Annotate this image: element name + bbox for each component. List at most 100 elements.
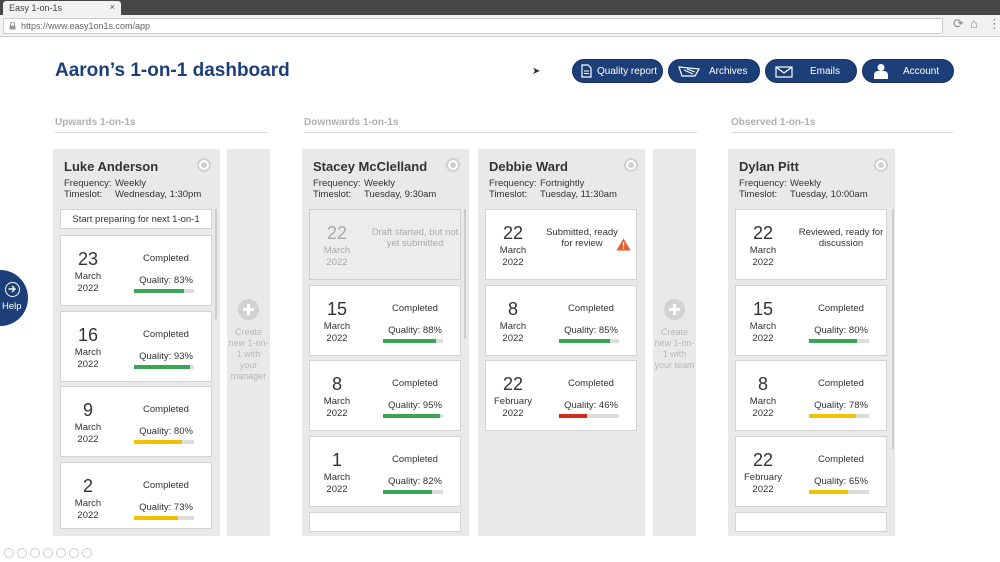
start-preparing-button[interactable]: Start preparing for next 1-on-1 xyxy=(60,209,212,229)
date-month: March xyxy=(323,321,351,332)
address-bar: https://www.easy1on1s.com/app ⟳ ⌂ ⋮ xyxy=(0,15,1000,37)
tool-icon[interactable] xyxy=(17,548,27,558)
tool-icon[interactable] xyxy=(43,548,53,558)
create-manager-label: Create new 1-on-1 with your manager xyxy=(228,327,269,381)
quality-bar xyxy=(809,414,869,418)
meeting-card[interactable]: 8 March 2022 Completed Quality: 85% xyxy=(485,285,637,356)
quality-bar xyxy=(134,516,194,520)
quality-bar-fill xyxy=(559,414,587,418)
date-year: 2022 xyxy=(326,484,348,495)
quality-label: Quality: 46% xyxy=(564,400,618,411)
timeslot-value: Tuesday, 11:30am xyxy=(540,189,617,200)
quality-bar-fill xyxy=(134,365,190,369)
date-year: 2022 xyxy=(326,257,348,268)
account-button[interactable]: Account xyxy=(862,59,954,83)
quality-report-button[interactable]: Quality report xyxy=(572,59,663,83)
date-month: March xyxy=(323,472,351,483)
date-month: March xyxy=(323,396,351,407)
tool-icon[interactable] xyxy=(4,548,14,558)
create-manager-1on1-button[interactable]: Create new 1-on-1 with your manager xyxy=(227,149,270,536)
settings-gear-icon[interactable] xyxy=(197,158,211,172)
date-month: March xyxy=(499,321,527,332)
meeting-card[interactable]: 15 March 2022 Completed Quality: 88% xyxy=(309,285,461,356)
quality-bar xyxy=(383,490,443,494)
quality-label: Quality: 85% xyxy=(564,325,618,336)
downwards-section-label: Downwards 1-on-1s xyxy=(304,117,399,128)
quality-label: Quality: 93% xyxy=(139,351,193,362)
create-team-1on1-button[interactable]: Create new 1-on-1 with your team xyxy=(653,149,696,536)
tool-icon[interactable] xyxy=(69,548,79,558)
menu-icon[interactable]: ⋮ xyxy=(988,16,1000,31)
archive-icon xyxy=(678,66,700,77)
status-text: Completed xyxy=(143,480,189,491)
meeting-card[interactable] xyxy=(309,512,461,532)
date-year: 2022 xyxy=(77,359,99,370)
quality-bar xyxy=(134,289,194,293)
meeting-card[interactable]: 23 March 2022 Completed Quality: 83% xyxy=(60,235,212,306)
date-day: 22 xyxy=(752,450,774,470)
scrollbar[interactable] xyxy=(892,209,894,449)
settings-gear-icon[interactable] xyxy=(874,158,888,172)
meeting-card[interactable]: 16 March 2022 Completed Quality: 93% xyxy=(60,311,212,382)
observed-section-label: Observed 1-on-1s xyxy=(731,117,816,128)
status-text: Submitted, ready for review xyxy=(546,227,618,249)
reload-icon[interactable]: ⟳ xyxy=(953,16,964,31)
date-day: 1 xyxy=(331,450,342,470)
tool-icon[interactable] xyxy=(30,548,40,558)
timeslot-label: Timeslot: xyxy=(64,189,103,200)
report-name: Stacey McClelland xyxy=(313,159,428,174)
emails-label: Emails xyxy=(810,66,841,77)
quality-bar-fill xyxy=(383,414,440,418)
timeslot-value: Wednesday, 1:30pm xyxy=(115,189,202,200)
frequency-value: Weekly xyxy=(364,178,395,189)
report-column-dylan-pitt: Dylan Pitt Frequency: Weekly Timeslot: Tue… xyxy=(728,149,895,536)
close-tab-icon[interactable]: × xyxy=(109,2,115,12)
settings-gear-icon[interactable] xyxy=(446,158,460,172)
meeting-card[interactable]: 22 February 2022 Completed Quality: 46% xyxy=(485,360,637,431)
home-icon[interactable]: ⌂ xyxy=(970,16,978,31)
browser-tab[interactable]: Easy 1-on-1s × xyxy=(3,1,121,15)
date-year: 2022 xyxy=(326,333,348,344)
meeting-card[interactable]: 8 March 2022 Completed Quality: 95% xyxy=(309,360,461,431)
date-year: 2022 xyxy=(502,333,524,344)
date-month: March xyxy=(74,347,102,358)
scrollbar[interactable] xyxy=(215,209,217,319)
quality-bar-fill xyxy=(134,516,178,520)
browser-tab-bar: Easy 1-on-1s × xyxy=(0,0,1000,15)
emails-button[interactable]: Emails xyxy=(765,59,857,83)
meeting-card[interactable]: 22 March 2022 Draft started, but not yet su… xyxy=(309,209,461,280)
frequency-label: Frequency: xyxy=(739,178,787,189)
meeting-card[interactable]: 2 March 2022 Completed Quality: 73% xyxy=(60,462,212,529)
archives-label: Archives xyxy=(709,66,748,77)
meeting-card[interactable] xyxy=(735,512,887,532)
status-text: Completed xyxy=(818,454,864,465)
help-button[interactable]: Help xyxy=(0,270,28,326)
frequency-row: Frequency: Weekly xyxy=(739,178,821,189)
tool-icon[interactable] xyxy=(82,548,92,558)
scrollbar[interactable] xyxy=(464,209,466,339)
create-team-label: Create new 1-on-1 with your team xyxy=(654,327,695,370)
meeting-card[interactable]: 9 March 2022 Completed Quality: 80% xyxy=(60,386,212,457)
status-text: Completed xyxy=(143,253,189,264)
date-year: 2022 xyxy=(752,408,774,419)
quality-bar xyxy=(559,414,619,418)
meeting-card[interactable]: 22 March 2022 Submitted, ready for review xyxy=(485,209,637,280)
settings-gear-icon[interactable] xyxy=(624,158,638,172)
warning-icon xyxy=(616,238,631,251)
meeting-card[interactable]: 1 March 2022 Completed Quality: 82% xyxy=(309,436,461,507)
tool-icon[interactable] xyxy=(56,548,66,558)
status-text: Completed xyxy=(392,454,438,465)
date-day: 16 xyxy=(77,325,99,345)
meeting-card[interactable]: 8 March 2022 Completed Quality: 78% xyxy=(735,360,887,431)
archives-button[interactable]: Archives xyxy=(668,59,760,83)
arrow-right-circle-icon xyxy=(5,282,20,297)
quality-bar-fill xyxy=(383,490,433,494)
quality-bar-fill xyxy=(134,289,184,293)
meeting-card[interactable]: 22 February 2022 Completed Quality: 65% xyxy=(735,436,887,507)
url-field[interactable]: https://www.easy1on1s.com/app xyxy=(3,18,943,34)
envelope-icon xyxy=(775,66,793,78)
section-divider xyxy=(55,132,268,133)
quality-bar-fill xyxy=(809,414,856,418)
meeting-card[interactable]: 15 March 2022 Completed Quality: 80% xyxy=(735,285,887,356)
meeting-card[interactable]: 22 March 2022 Reviewed, ready for discussio… xyxy=(735,209,887,280)
